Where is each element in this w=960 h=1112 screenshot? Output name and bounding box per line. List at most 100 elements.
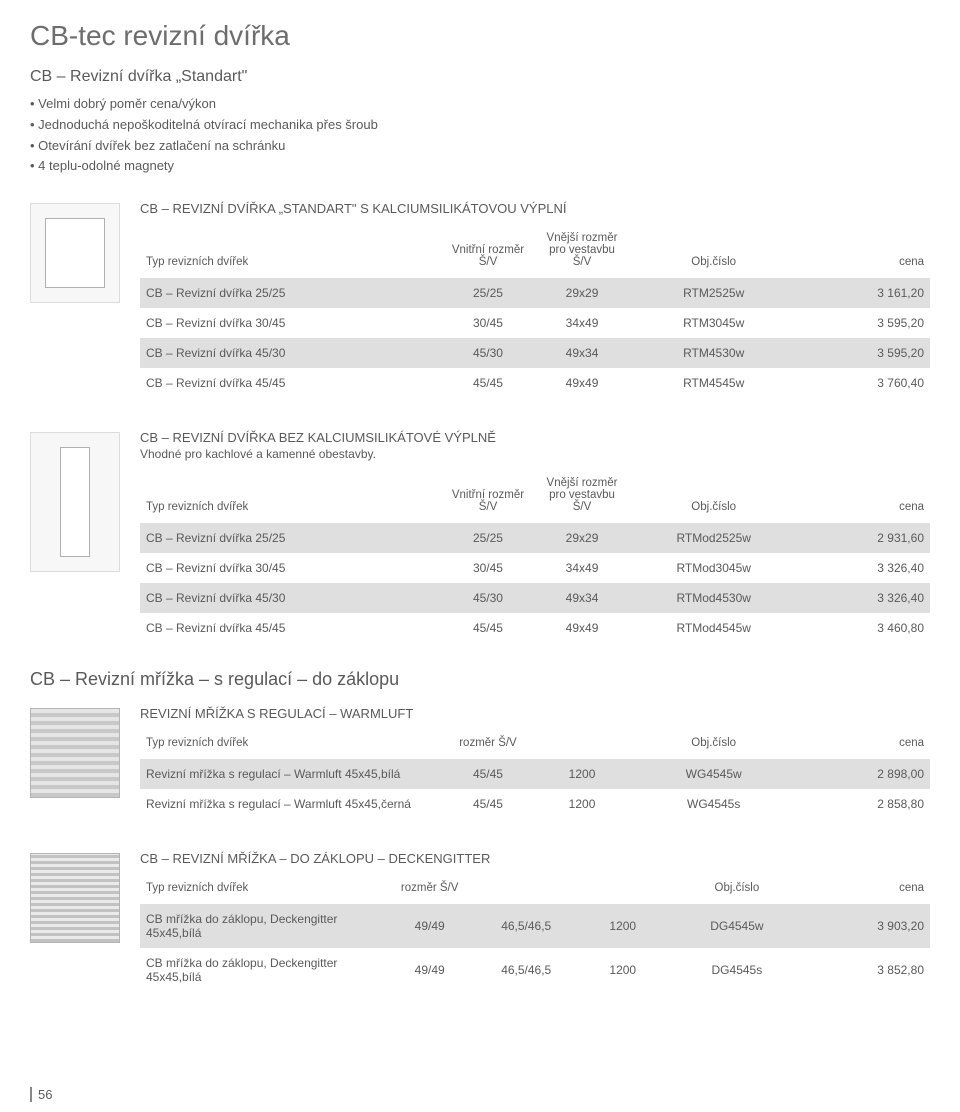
cell-obj: WG4545w [629,759,798,789]
table-warmluft: Typ revizních dvířek rozměr Š/V Obj.čísl… [140,731,930,819]
table-deckengitter: Typ revizních dvířek rozměr Š/V Obj.čísl… [140,876,930,992]
cell-inner: 45/30 [441,338,535,368]
th-type: Typ revizních dvířek [140,471,441,523]
cell-obj: DG4545s [667,948,807,992]
table-row: Revizní mřížka s regulací – Warmluft 45x… [140,789,930,819]
cell-type: CB mřížka do záklopu, Deckengitter 45x45… [140,904,386,948]
cell-inner: 25/25 [441,523,535,553]
table-row: CB mřížka do záklopu, Deckengitter 45x45… [140,904,930,948]
table-row: CB mřížka do záklopu, Deckengitter 45x45… [140,948,930,992]
th-inner: Vnitřní rozměr Š/V [441,226,535,278]
bullet-item: 4 teplu-odolné magnety [30,156,930,177]
cell-outer: 49x34 [535,338,629,368]
cell-obj: WG4545s [629,789,798,819]
cell-price: 3 595,20 [798,308,930,338]
table-row: CB – Revizní dvířka 25/25 25/25 29x29 RT… [140,523,930,553]
cell-type: CB – Revizní dvířka 45/45 [140,613,441,643]
cell-outer: 49x49 [535,613,629,643]
standart-bullets: Velmi dobrý poměr cena/výkon Jednoduchá … [30,94,930,177]
cell-outer: 49x34 [535,583,629,613]
cell-obj: RTMod4545w [629,613,798,643]
cell-mid: 1200 [535,789,629,819]
th-obj: Obj.číslo [629,226,798,278]
cell-obj: RTM4530w [629,338,798,368]
section1-title: CB – REVIZNÍ DVÍŘKA „STANDART" S KALCIUM… [140,201,930,216]
th-sv: rozměr Š/V [386,876,474,904]
cell-obj: RTMod2525w [629,523,798,553]
table-row: CB – Revizní dvířka 45/45 45/45 49x49 RT… [140,613,930,643]
cell-type: CB – Revizní dvířka 30/45 [140,308,441,338]
cell-type: CB mřížka do záklopu, Deckengitter 45x45… [140,948,386,992]
cell-price: 2 931,60 [798,523,930,553]
th-inner: Vnitřní rozměr Š/V [441,471,535,523]
cell-sv: 45/45 [441,759,535,789]
cell-outer: 49x49 [535,368,629,398]
grille-warmluft-icon [30,708,120,798]
grille-heading: CB – Revizní mřížka – s regulací – do zá… [30,669,930,690]
cell-inner: 45/45 [441,613,535,643]
th-obj: Obj.číslo [629,731,798,759]
table-row: CB – Revizní dvířka 45/30 45/30 49x34 RT… [140,583,930,613]
section-standart-filled: CB – REVIZNÍ DVÍŘKA „STANDART" S KALCIUM… [30,195,930,398]
cell-sv: 49/49 [386,948,474,992]
section3-title: REVIZNÍ MŘÍŽKA S REGULACÍ – WARMLUFT [140,706,930,721]
cell-outer: 34x49 [535,553,629,583]
cell-sv: 45/45 [441,789,535,819]
section-standart-unfilled: CB – REVIZNÍ DVÍŘKA BEZ KALCIUMSILIKÁTOV… [30,424,930,643]
cell-obj: RTMod4530w [629,583,798,613]
cell-type: CB – Revizní dvířka 25/25 [140,523,441,553]
th-outer: Vnější rozměr pro vestavbu Š/V [535,226,629,278]
cell-price: 2 898,00 [798,759,930,789]
bullet-item: Velmi dobrý poměr cena/výkon [30,94,930,115]
th-obj: Obj.číslo [667,876,807,904]
th-price: cena [798,226,930,278]
cell-c3: 1200 [579,904,667,948]
diagram-door-tall-icon [30,432,120,572]
th-c2 [474,876,579,904]
cell-obj: DG4545w [667,904,807,948]
cell-price: 3 595,20 [798,338,930,368]
th-type: Typ revizních dvířek [140,876,386,904]
page-number: 56 [30,1087,52,1102]
table-row: CB – Revizní dvířka 30/45 30/45 34x49 RT… [140,308,930,338]
section-deckengitter: CB – REVIZNÍ MŘÍŽKA – DO ZÁKLOPU – DECKE… [30,845,930,992]
th-blank [535,731,629,759]
cell-c2: 46,5/46,5 [474,904,579,948]
page-title: CB-tec revizní dvířka [30,20,930,52]
cell-outer: 29x29 [535,523,629,553]
cell-c3: 1200 [579,948,667,992]
grille-deckengitter-icon [30,853,120,943]
cell-c2: 46,5/46,5 [474,948,579,992]
table-row: CB – Revizní dvířka 45/30 45/30 49x34 RT… [140,338,930,368]
th-price: cena [807,876,930,904]
cell-sv: 49/49 [386,904,474,948]
table-standart-filled: Typ revizních dvířek Vnitřní rozměr Š/V … [140,226,930,398]
cell-price: 3 760,40 [798,368,930,398]
cell-obj: RTMod3045w [629,553,798,583]
th-price: cena [798,731,930,759]
section4-title: CB – REVIZNÍ MŘÍŽKA – DO ZÁKLOPU – DECKE… [140,851,930,866]
cell-type: Revizní mřížka s regulací – Warmluft 45x… [140,789,441,819]
cell-price: 3 852,80 [807,948,930,992]
table-row: CB – Revizní dvířka 45/45 45/45 49x49 RT… [140,368,930,398]
cell-inner: 25/25 [441,278,535,308]
cell-obj: RTM4545w [629,368,798,398]
cell-type: CB – Revizní dvířka 45/30 [140,338,441,368]
th-price: cena [798,471,930,523]
standart-heading: CB – Revizní dvířka „Standart" [30,68,930,86]
cell-price: 3 460,80 [798,613,930,643]
cell-inner: 30/45 [441,553,535,583]
table-row: CB – Revizní dvířka 25/25 25/25 29x29 RT… [140,278,930,308]
cell-inner: 45/30 [441,583,535,613]
section2-title: CB – REVIZNÍ DVÍŘKA BEZ KALCIUMSILIKÁTOV… [140,430,930,445]
cell-outer: 29x29 [535,278,629,308]
th-type: Typ revizních dvířek [140,226,441,278]
cell-price: 3 161,20 [798,278,930,308]
th-outer: Vnější rozměr pro vestavbu Š/V [535,471,629,523]
th-type: Typ revizních dvířek [140,731,441,759]
cell-mid: 1200 [535,759,629,789]
cell-type: CB – Revizní dvířka 45/45 [140,368,441,398]
cell-type: Revizní mřížka s regulací – Warmluft 45x… [140,759,441,789]
cell-price: 3 326,40 [798,583,930,613]
cell-outer: 34x49 [535,308,629,338]
